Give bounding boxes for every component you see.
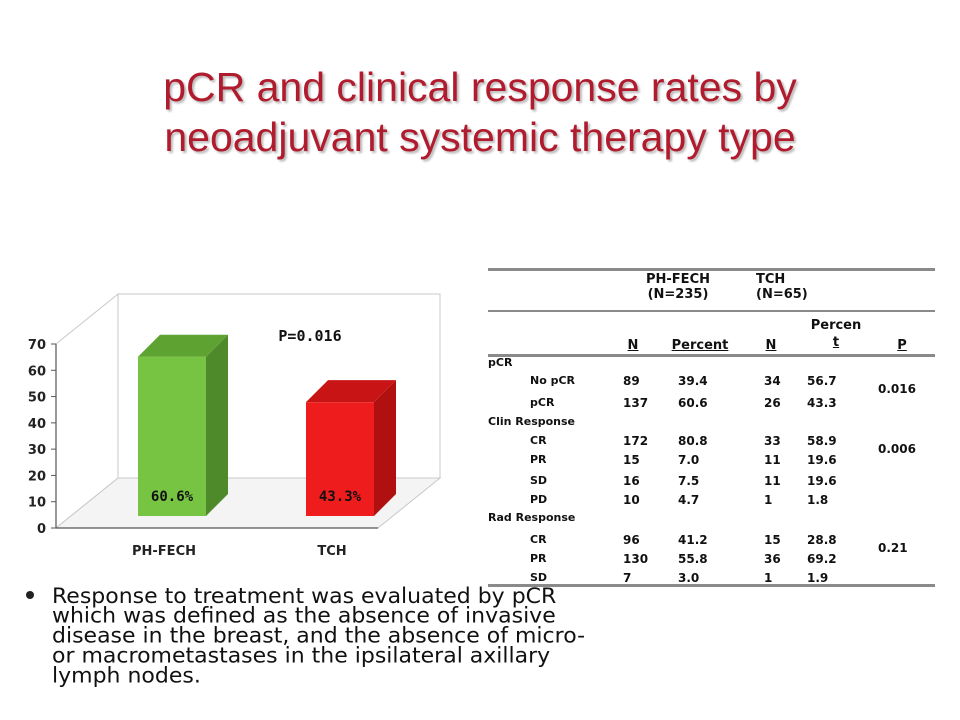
- cell-percent-ph-fech: 41.2: [678, 533, 708, 547]
- cell-percent-ph-fech: 39.4: [678, 374, 708, 388]
- y-tick-label: 10: [28, 496, 46, 511]
- cell-n-ph-fech: 16: [623, 474, 640, 488]
- table-subheader-rule: [488, 354, 935, 357]
- cell-percent-ph-fech: 60.6: [678, 396, 708, 410]
- cell-percent-tch: 28.8: [807, 533, 837, 547]
- cell-n-ph-fech: 96: [623, 533, 640, 547]
- bullet-line-3: disease in the breast, and the absence o…: [52, 624, 586, 649]
- bar-ph-fech-front: [138, 356, 206, 516]
- col-header-p: P: [897, 338, 907, 353]
- row-label: pCR: [530, 396, 555, 409]
- col-header-percent-tch-line-2: t: [832, 335, 840, 350]
- bar-ph-fech-top: [138, 334, 228, 357]
- bar-ph-fech-side: [206, 334, 228, 516]
- cell-n-tch: 11: [764, 474, 781, 488]
- cell-n-tch: 26: [764, 396, 781, 410]
- row-group-label: pCR: [488, 356, 513, 369]
- cell-p-value: 0.016: [878, 382, 916, 396]
- table-header-rule: [488, 310, 935, 312]
- cell-p-value: 0.006: [878, 442, 916, 456]
- cell-n-tch: 1: [764, 571, 773, 585]
- cell-n-tch: 34: [764, 374, 781, 388]
- cell-percent-ph-fech: 7.5: [678, 474, 700, 488]
- bullet-line-2: which was defined as the absence of inva…: [52, 604, 556, 629]
- y-tick-label: 20: [28, 469, 46, 484]
- group-header-tch-n: (N=65): [756, 287, 808, 302]
- cell-percent-ph-fech: 3.0: [678, 571, 700, 585]
- col-header-percent-tch: Percen t: [806, 318, 866, 350]
- cell-percent-tch: 69.2: [807, 552, 837, 566]
- y-tick-label: 30: [28, 443, 46, 458]
- cell-percent-ph-fech: 55.8: [678, 552, 708, 566]
- x-tick-label: TCH: [317, 544, 346, 559]
- row-label: PR: [530, 453, 547, 466]
- row-label: CR: [530, 434, 547, 447]
- cell-n-tch: 11: [764, 453, 781, 467]
- row-label: PR: [530, 552, 547, 565]
- row-label: CR: [530, 533, 547, 546]
- cell-percent-tch: 1.8: [807, 493, 829, 507]
- slide-title: pCR and clinical response rates by neoad…: [0, 62, 960, 162]
- cell-percent-tch: 56.7: [807, 374, 837, 388]
- cell-percent-tch: 19.6: [807, 453, 837, 467]
- cell-percent-tch: 43.3: [807, 396, 837, 410]
- cell-percent-ph-fech: 7.0: [678, 453, 700, 467]
- cell-n-ph-fech: 10: [623, 493, 640, 507]
- cell-n-ph-fech: 172: [623, 434, 649, 448]
- bar-tch-front: [306, 402, 374, 516]
- cell-p-value: 0.21: [878, 541, 908, 555]
- cell-n-tch: 33: [764, 434, 781, 448]
- cell-percent-ph-fech: 80.8: [678, 434, 708, 448]
- cell-percent-tch: 58.9: [807, 434, 837, 448]
- cell-n-ph-fech: 89: [623, 374, 640, 388]
- bullet-line-4: or macrometastases in the ipsilateral ax…: [52, 644, 551, 669]
- cell-n-tch: 36: [764, 552, 781, 566]
- p-value-annotation: P=0.016: [278, 327, 341, 345]
- bullet-line-1: Response to treatment was evaluated by p…: [52, 584, 557, 609]
- row-group-label: Rad Response: [488, 511, 576, 524]
- col-header-n-ph-fech: N: [627, 338, 639, 353]
- bar-tch-top: [306, 380, 396, 403]
- cell-n-ph-fech: 7: [623, 571, 632, 585]
- row-label: SD: [530, 571, 548, 584]
- slide-title-line-2: neoadjuvant systemic therapy type: [164, 114, 796, 160]
- cell-n-ph-fech: 130: [623, 552, 649, 566]
- y-tick-label: 70: [28, 338, 46, 353]
- slide-title-line-1: pCR and clinical response rates by: [163, 64, 797, 110]
- row-group-label: Clin Response: [488, 415, 576, 428]
- cell-percent-tch: 19.6: [807, 474, 837, 488]
- bar-data-label: 60.6%: [151, 489, 194, 505]
- table-top-rule: [488, 268, 935, 271]
- group-header-tch-name: TCH: [756, 272, 786, 287]
- bullet-icon: [26, 591, 34, 599]
- group-header-tch: TCH (N=65): [756, 272, 846, 302]
- x-tick-label: PH-FECH: [132, 544, 196, 559]
- cell-n-ph-fech: 15: [623, 453, 640, 467]
- group-header-ph-fech-name: PH-FECH: [646, 272, 710, 287]
- row-label: SD: [530, 474, 548, 487]
- bullet-line-5: lymph nodes.: [52, 664, 201, 689]
- row-label: No pCR: [530, 374, 576, 387]
- y-tick-label: 50: [28, 391, 46, 406]
- y-tick-label: 60: [28, 364, 46, 379]
- col-header-percent-ph-fech: Percent: [671, 338, 729, 353]
- group-header-ph-fech-n: (N=235): [647, 287, 709, 302]
- bar-data-label: 43.3%: [319, 489, 362, 505]
- row-label: PD: [530, 493, 548, 506]
- cell-percent-ph-fech: 4.7: [678, 493, 700, 507]
- y-tick-label: 40: [28, 417, 46, 432]
- bullet-text: Response to treatment was evaluated by p…: [52, 584, 932, 689]
- table-bottom-rule: [488, 584, 935, 587]
- cell-n-ph-fech: 137: [623, 396, 649, 410]
- group-header-ph-fech: PH-FECH (N=235): [628, 272, 728, 302]
- col-header-percent-tch-line-1: Percen: [810, 318, 862, 333]
- y-tick-label: 0: [37, 522, 46, 537]
- cell-percent-tch: 1.9: [807, 571, 829, 585]
- cell-n-tch: 1: [764, 493, 773, 507]
- cell-n-tch: 15: [764, 533, 781, 547]
- col-header-n-tch: N: [765, 338, 777, 353]
- bar-chart: 0 10 20 30 40 50 60 70 60.6% PH-FECH 43.3% TCH P=0.0…: [28, 292, 442, 559]
- bar-tch-side: [374, 380, 396, 516]
